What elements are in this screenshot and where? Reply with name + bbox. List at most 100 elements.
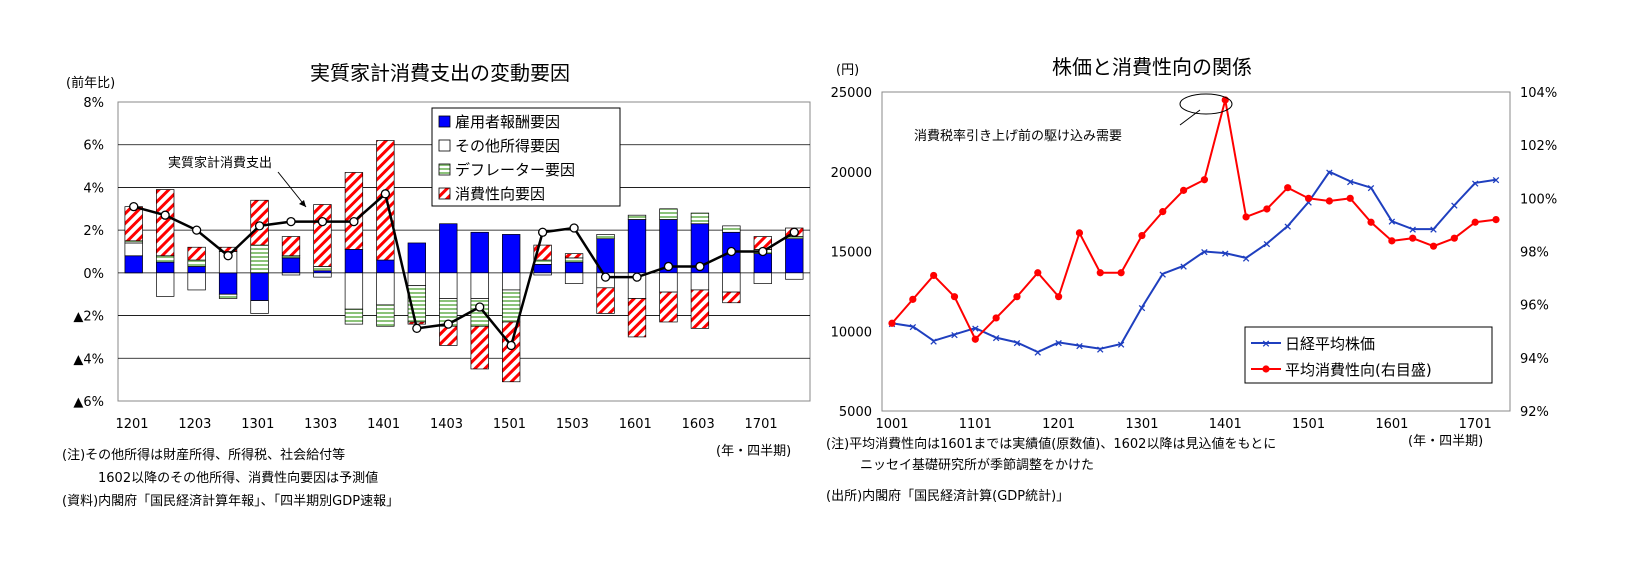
annotation-arrow [277, 171, 307, 208]
consumption-factors-svg: 実質家計消費支出の変動要因 (前年比) 8%6%4%2%0%▲2%▲4%▲6% … [62, 61, 811, 509]
bar-segment [502, 321, 521, 383]
bar-segment [627, 298, 647, 338]
plot-area [881, 91, 1511, 412]
bar-segment [470, 272, 489, 299]
line-point [317, 216, 328, 227]
line-point [1179, 186, 1188, 194]
line-point [349, 216, 359, 227]
x-tick-label: 1601 [1375, 417, 1408, 432]
x-axis-label: (年・四半期) [1408, 434, 1483, 449]
line-point [254, 221, 265, 231]
source-line: (資料)内閣府「国民経済計算年報」、「四半期別GDP速報」 [62, 493, 399, 509]
y2-tick-label: 96% [1520, 299, 1549, 314]
line-point [1450, 234, 1458, 242]
legend-label-1: 平均消費性向(右目盛) [1285, 361, 1432, 379]
bar-segment [502, 234, 521, 274]
x-tick-label: 1503 [556, 417, 589, 432]
line-point [663, 261, 674, 272]
annotation-label: 実質家計消費支出 [168, 155, 272, 171]
bar-segment [281, 236, 301, 257]
note-line-1: (注)平均消費性向は1601までは実績値(原数値)、1602以降は見込値をもとに [826, 436, 1276, 452]
note-line-2: 1602以降のその他所得、消費性向要因は予測値 [98, 470, 378, 486]
bar-segment [753, 253, 772, 274]
line-point-x: × [1346, 175, 1355, 188]
bar-segment [690, 272, 710, 291]
bar-segment [785, 272, 804, 280]
bar-segment [690, 289, 710, 329]
y-tick-label: 25000 [831, 86, 872, 101]
x-tick-label: 1401 [367, 417, 400, 432]
line-point [1492, 216, 1500, 224]
legend: 雇用者報酬要因 その他所得要因 デフレーター要因 消費性向要因 [431, 107, 621, 207]
y-tick-label: 6% [83, 139, 104, 154]
line-point-x: × [1116, 338, 1125, 351]
bar-segment [659, 291, 678, 323]
y-tick-label: 5000 [839, 405, 872, 420]
line-point [569, 223, 579, 233]
line-point [160, 210, 170, 220]
legend-box [431, 107, 621, 207]
line-layer: × × × × × × × × × × × × × × × × × × × × × × × × × × × × × × [887, 96, 1501, 359]
y-axis-ticks: 25000 20000 15000 10000 5000 [831, 86, 872, 420]
bar-segment [218, 293, 238, 299]
annotation-leader [1179, 109, 1201, 126]
bar-layer [124, 140, 804, 383]
bar-segment [124, 206, 143, 242]
bar-segment [627, 219, 647, 274]
line-point [1429, 242, 1438, 250]
line-point [1471, 218, 1479, 226]
line-point [380, 189, 391, 199]
bar-segment [439, 272, 458, 299]
line-point [1117, 269, 1125, 277]
line-point [1263, 205, 1271, 213]
line-point-x: × [1325, 166, 1334, 179]
line-point-x: × [1158, 268, 1167, 281]
x-axis-label: (年・四半期) [716, 444, 791, 459]
x-tick-label: 1101 [959, 417, 992, 432]
x-tick-label: 1603 [682, 417, 715, 432]
bar-segment [564, 253, 584, 259]
bar-segment [659, 208, 678, 220]
line-point-x: × [1096, 343, 1105, 356]
source-line: (出所)内閣府「国民経済計算(GDP統計)」 [826, 488, 1069, 504]
bar-segment [218, 272, 238, 295]
line-point-x: × [1221, 247, 1230, 260]
bar-segment [722, 225, 741, 233]
bar-segment [344, 249, 364, 274]
bar-segment [722, 291, 741, 304]
x-tick-label: 1001 [875, 417, 908, 432]
bar-segment [502, 272, 521, 291]
x-axis-ticks: 1001 1101 1201 1301 1401 1501 1601 1701 [875, 417, 1491, 432]
y-tick-label: ▲6% [73, 395, 104, 410]
line-point [443, 319, 453, 329]
line-point-x: × [1429, 223, 1438, 236]
line-point-x: × [992, 332, 1001, 345]
legend-label-0: 雇用者報酬要因 [455, 113, 560, 131]
legend-swatch-1 [438, 139, 451, 152]
line-point-x: × [1491, 174, 1500, 187]
line-point [992, 314, 1000, 322]
line-point [1055, 293, 1063, 301]
y2-tick-label: 104% [1520, 86, 1557, 101]
y-tick-label: 4% [83, 181, 104, 196]
bar-segment [407, 272, 426, 287]
bar-segment [596, 287, 615, 314]
line-point-x: × [1387, 215, 1396, 228]
line-point-x: × [1408, 223, 1417, 236]
bar-segment [187, 266, 206, 274]
y-tick-label: ▲4% [73, 352, 104, 367]
x-tick-label: 1203 [178, 417, 211, 432]
legend-label-2: デフレーター要因 [455, 161, 575, 179]
consumption-factors-chart: 実質家計消費支出の変動要因 (前年比) 8% 6% 4% 2% 0% ▲2% ▲4% ▲6% … [0, 0, 820, 580]
y-tick-label: 2% [83, 224, 104, 239]
line-point [789, 227, 799, 237]
line-point [1034, 269, 1042, 277]
line-point-x: × [950, 328, 959, 341]
plot-area [117, 101, 811, 402]
bar-segment [376, 272, 395, 306]
legend-swatch-3 [438, 187, 451, 200]
line-point [1284, 184, 1292, 192]
y-tick-label: ▲2% [73, 310, 104, 325]
bar-segment [344, 272, 364, 310]
bar-segment [250, 272, 269, 301]
